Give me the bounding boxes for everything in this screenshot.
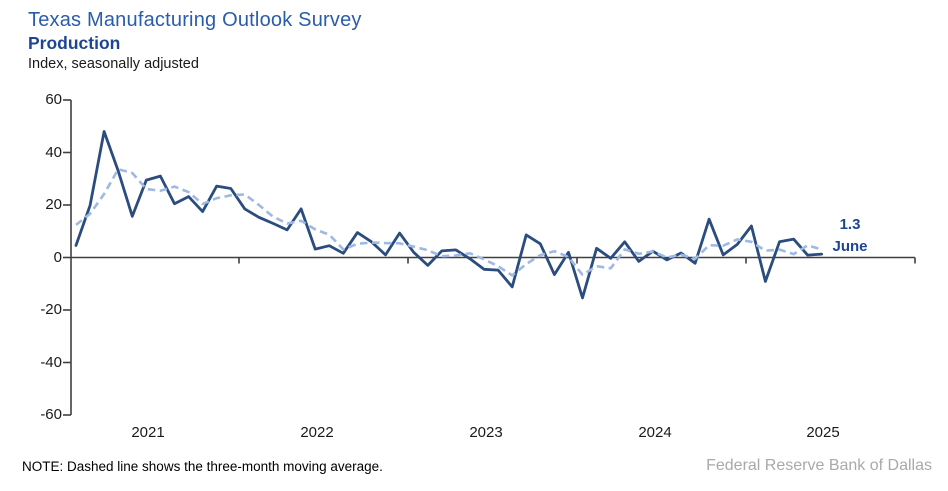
x-axis-year-label: 2024 bbox=[638, 424, 672, 441]
x-axis-year-label: 2023 bbox=[469, 424, 503, 441]
x-axis-year-label: 2025 bbox=[806, 424, 840, 441]
chart-title: Texas Manufacturing Outlook Survey bbox=[28, 9, 362, 31]
axis-units-label: Index, seasonally adjusted bbox=[28, 56, 199, 72]
y-axis-tick-label: -40 bbox=[40, 353, 62, 371]
production-line bbox=[74, 130, 824, 300]
y-axis-tick-label: 20 bbox=[45, 196, 62, 213]
footnote: NOTE: Dashed line shows the three-month … bbox=[22, 459, 383, 474]
latest-value-label: 1.3 bbox=[839, 216, 861, 233]
y-axis-tick-label: -60 bbox=[40, 406, 62, 423]
y-axis-tick-label: -20 bbox=[40, 301, 62, 318]
y-axis-tick-label: 40 bbox=[45, 143, 62, 161]
y-axis-tick-label: 0 bbox=[53, 248, 62, 266]
source-attribution: Federal Reserve Bank of Dallas bbox=[706, 457, 932, 474]
latest-value-annotation: 1.3 June bbox=[820, 214, 880, 258]
chart-series-title: Production bbox=[28, 33, 121, 53]
x-axis-year-label: 2021 bbox=[131, 424, 165, 441]
moving-average-line bbox=[75, 168, 823, 277]
latest-month-label: June bbox=[832, 238, 868, 255]
y-axis-tick-label: 60 bbox=[45, 91, 62, 108]
x-axis-year-label: 2022 bbox=[300, 424, 334, 441]
